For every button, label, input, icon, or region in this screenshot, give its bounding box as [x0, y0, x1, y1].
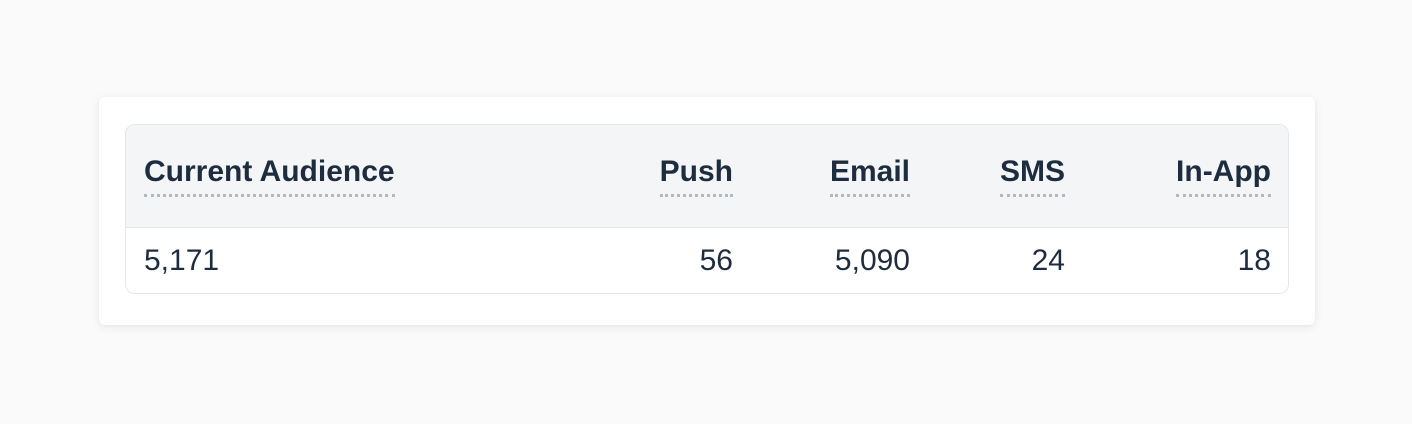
audience-summary-table: Current Audience Push Email SMS In-App — [126, 125, 1288, 293]
cell-current-audience: 5,171 — [144, 244, 220, 277]
table-row: 5,171 56 5,090 24 18 — [126, 228, 1288, 293]
column-header-push[interactable]: Push — [576, 125, 752, 228]
cell-email: 5,090 — [834, 244, 910, 277]
column-header-label[interactable]: SMS — [999, 155, 1065, 197]
column-header-label[interactable]: Current Audience — [144, 155, 395, 197]
table-header-row: Current Audience Push Email SMS In-App — [126, 125, 1288, 228]
column-header-label[interactable]: In-App — [1176, 155, 1271, 197]
cell-sms: 24 — [1031, 244, 1065, 277]
audience-summary-table-container: Current Audience Push Email SMS In-App — [125, 124, 1289, 294]
column-header-in-app[interactable]: In-App — [1084, 125, 1288, 228]
audience-summary-card: Current Audience Push Email SMS In-App — [99, 97, 1315, 325]
column-header-label[interactable]: Push — [659, 155, 733, 197]
column-header-current-audience[interactable]: Current Audience — [126, 125, 576, 228]
column-header-email[interactable]: Email — [752, 125, 929, 228]
column-header-sms[interactable]: SMS — [929, 125, 1084, 228]
column-header-label[interactable]: Email — [829, 155, 910, 197]
cell-in-app: 18 — [1237, 244, 1271, 277]
cell-push: 56 — [699, 244, 733, 277]
